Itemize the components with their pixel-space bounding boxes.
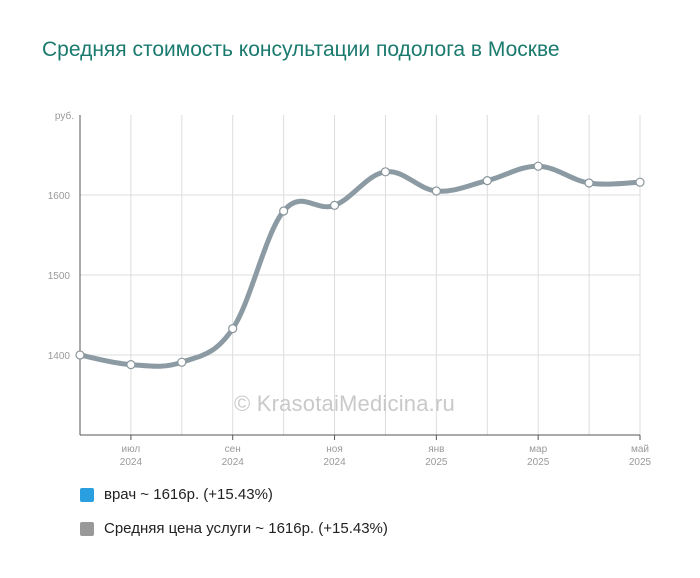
x-tick-label-year: 2025: [527, 457, 550, 468]
x-tick-label-month: мар: [529, 444, 547, 455]
data-point: [329, 200, 340, 210]
data-point: [75, 350, 85, 360]
data-point: [635, 177, 645, 187]
legend-swatch-doctor: [80, 487, 94, 502]
data-point: [584, 178, 594, 188]
chart-title: Средняя стоимость консультации подолога …: [42, 38, 560, 61]
data-point: [177, 357, 187, 367]
x-tick-label-year: 2024: [323, 457, 346, 468]
x-tick-label-month: май: [631, 444, 649, 455]
legend-item-average-price[interactable]: Средняя цена услуги ~ 1616р. (+15.43%): [80, 520, 388, 537]
y-tick-label: 1500: [48, 271, 71, 282]
x-tick-label-year: 2024: [120, 457, 143, 468]
data-point: [279, 206, 289, 216]
x-tick-label-month: ноя: [326, 444, 343, 455]
data-point: [228, 324, 238, 334]
data-point: [533, 161, 543, 171]
y-tick-label: 1600: [48, 191, 71, 202]
data-point: [380, 167, 391, 177]
y-unit-label: руб.: [55, 110, 74, 122]
legend-item-doctor[interactable]: врач ~ 1616р. (+15.43%): [80, 486, 273, 503]
data-point: [431, 186, 441, 196]
x-tick-label-year: 2025: [629, 457, 652, 468]
series-line: [77, 163, 643, 369]
x-tick-label-month: янв: [428, 444, 444, 455]
legend-label-average-price: Средняя цена услуги ~ 1616р. (+15.43%): [104, 520, 388, 537]
watermark: © KrasotaiMedicina.ru: [234, 391, 455, 416]
x-tick-label-year: 2025: [425, 457, 448, 468]
legend-label-doctor: врач ~ 1616р. (+15.43%): [104, 486, 273, 503]
y-tick-label: 1400: [48, 351, 71, 362]
data-point: [482, 176, 492, 186]
x-tick-label-year: 2024: [222, 457, 245, 468]
x-tick-label-month: сен: [225, 444, 241, 455]
x-tick-label-month: июл: [122, 444, 141, 455]
legend-swatch-average-price: [80, 521, 94, 536]
data-point: [126, 360, 136, 370]
